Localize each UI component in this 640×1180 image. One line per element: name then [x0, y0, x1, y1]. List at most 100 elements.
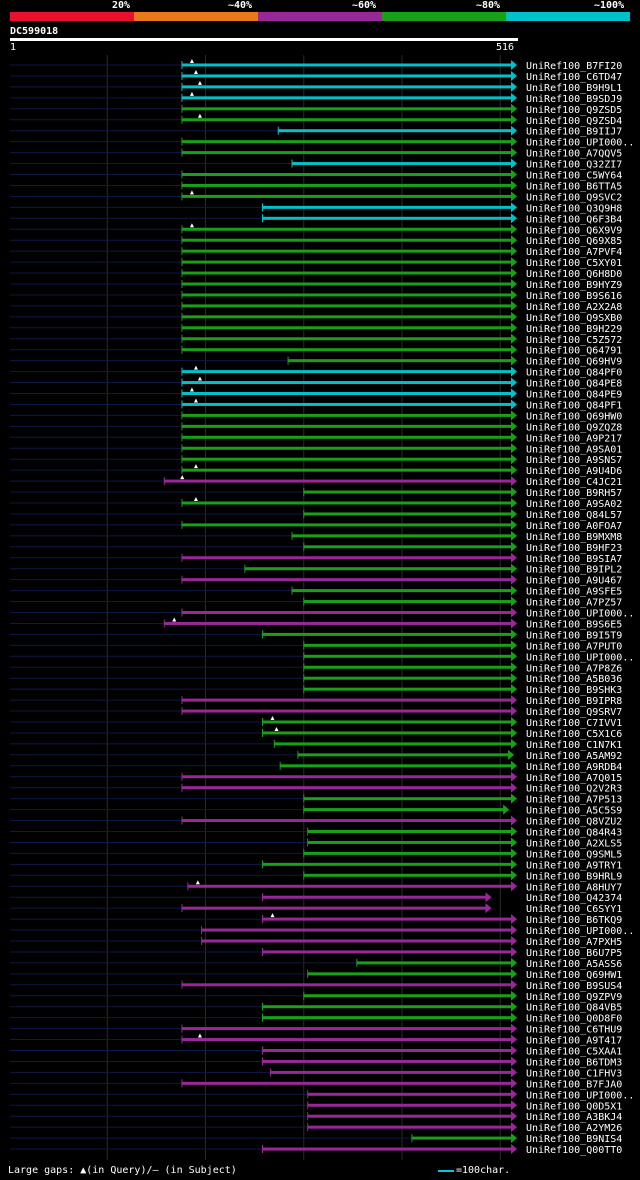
hit-label: UniRef100_Q6X9V9 [526, 225, 622, 236]
hit-label: UniRef100_Q2V2R3 [526, 784, 622, 795]
hit-label: UniRef100_Q9SXB0 [526, 313, 622, 324]
hit-arrow [511, 487, 517, 498]
hit-label: UniRef100_B6TKQ9 [526, 915, 622, 926]
hit-label: UniRef100_Q84PF1 [526, 400, 622, 411]
hit-arrow [511, 246, 517, 257]
hit-arrow [511, 968, 517, 979]
query-gap-marker [193, 365, 198, 370]
hit-arrow [511, 213, 517, 224]
hit-arrow [511, 377, 517, 388]
hit-label: UniRef100_Q32ZI7 [526, 160, 622, 171]
hit-arrow [511, 782, 517, 793]
hit-arrow [503, 804, 510, 815]
legend-label-60: ~60% [352, 0, 377, 11]
hit-bar [181, 392, 512, 395]
hit-label: UniRef100_A9TRY1 [526, 860, 622, 871]
hit-arrow [511, 706, 517, 717]
hit-bar [307, 1103, 512, 1107]
hit-arrow [511, 574, 517, 585]
hit-arrow [511, 1034, 517, 1045]
hit-arrow [511, 826, 517, 837]
hit-arrow [511, 1133, 517, 1144]
hit-bar [181, 402, 512, 406]
hit-label: UniRef100_B9IPR8 [526, 696, 622, 707]
hit-label: UniRef100_A7PXH5 [526, 937, 622, 948]
hit-label: UniRef100_A7PZ57 [526, 598, 622, 609]
hit-label: UniRef100_Q64791 [526, 346, 622, 357]
hit-label: UniRef100_C6TD47 [526, 72, 622, 83]
hit-bar [262, 917, 512, 921]
hit-bar [181, 413, 512, 417]
hit-bar [303, 643, 512, 647]
hit-bar [270, 1070, 512, 1074]
hit-arrow [511, 191, 517, 202]
hit-label: UniRef100_B9RH57 [526, 488, 622, 499]
hit-bar [164, 479, 512, 483]
hit-label: UniRef100_A9T417 [526, 1036, 622, 1047]
hit-label: UniRef100_A7P513 [526, 795, 622, 806]
hit-arrow [511, 257, 517, 268]
hit-bar [181, 468, 512, 472]
hit-arrow [511, 596, 517, 607]
hit-arrow [511, 870, 517, 881]
hit-label: UniRef100_B9H229 [526, 324, 622, 335]
scale-label: =100char. [456, 1165, 511, 1176]
hit-arrow [511, 519, 517, 530]
hit-bar [307, 830, 512, 833]
hit-label: UniRef100_Q8VZU2 [526, 817, 622, 828]
hit-label: UniRef100_UPI000.. [526, 609, 634, 620]
hit-bar [181, 381, 512, 385]
hit-label: UniRef100_A5B036 [526, 674, 622, 685]
hit-label: UniRef100_B9SUS4 [526, 981, 622, 992]
hit-label: UniRef100_A9RDB4 [526, 762, 622, 773]
hit-bar [181, 348, 512, 352]
hit-arrow [511, 311, 517, 322]
hit-bar [181, 85, 512, 89]
hit-arrow [511, 914, 517, 925]
hit-bar [274, 742, 512, 746]
hit-bar [181, 457, 512, 461]
hit-bar [181, 523, 512, 527]
hit-bar [291, 534, 512, 538]
hit-label: UniRef100_A5AM92 [526, 751, 622, 762]
hit-bar [303, 545, 512, 549]
hit-bar [181, 282, 512, 286]
hit-label: UniRef100_B7FI20 [526, 61, 622, 72]
hit-arrow [511, 629, 517, 640]
hit-bar [181, 118, 512, 122]
hit-label: UniRef100_C1N7K1 [526, 740, 622, 751]
hit-label: UniRef100_A9SA01 [526, 444, 622, 455]
hit-bar [181, 326, 512, 330]
hit-arrow [511, 848, 517, 859]
hit-arrow [511, 399, 517, 410]
query-gap-marker [274, 726, 279, 731]
hit-bar [201, 939, 513, 943]
hit-arrow [511, 1100, 517, 1111]
hit-arrow [511, 476, 517, 487]
hit-label: UniRef100_Q9ZSD4 [526, 116, 622, 127]
hit-bar [181, 271, 512, 275]
hit-label: UniRef100_B9I5T9 [526, 630, 622, 641]
hit-bar [164, 621, 512, 625]
hit-bar [181, 983, 512, 987]
query-gap-marker [270, 716, 275, 720]
hit-label: UniRef100_Q69HV9 [526, 357, 622, 368]
hit-label: UniRef100_A7PUT0 [526, 641, 622, 652]
hit-bar [303, 676, 512, 680]
legend-label-80: ~80% [476, 0, 501, 11]
hit-bar [262, 950, 512, 954]
hit-arrow [511, 300, 517, 311]
hit-bar [181, 293, 512, 297]
hit-bar [307, 972, 512, 976]
hit-arrow [511, 979, 517, 990]
hit-label: UniRef100_UPI000.. [526, 652, 634, 663]
hit-bar [288, 359, 512, 363]
hit-bar [181, 446, 512, 450]
hit-bar [303, 600, 512, 604]
hit-label: UniRef100_UPI000.. [526, 926, 634, 937]
query-end-label: 516 [496, 42, 515, 53]
hit-arrow [511, 224, 517, 235]
hit-bar [262, 216, 512, 220]
hit-label: UniRef100_Q6F3B4 [526, 214, 622, 225]
